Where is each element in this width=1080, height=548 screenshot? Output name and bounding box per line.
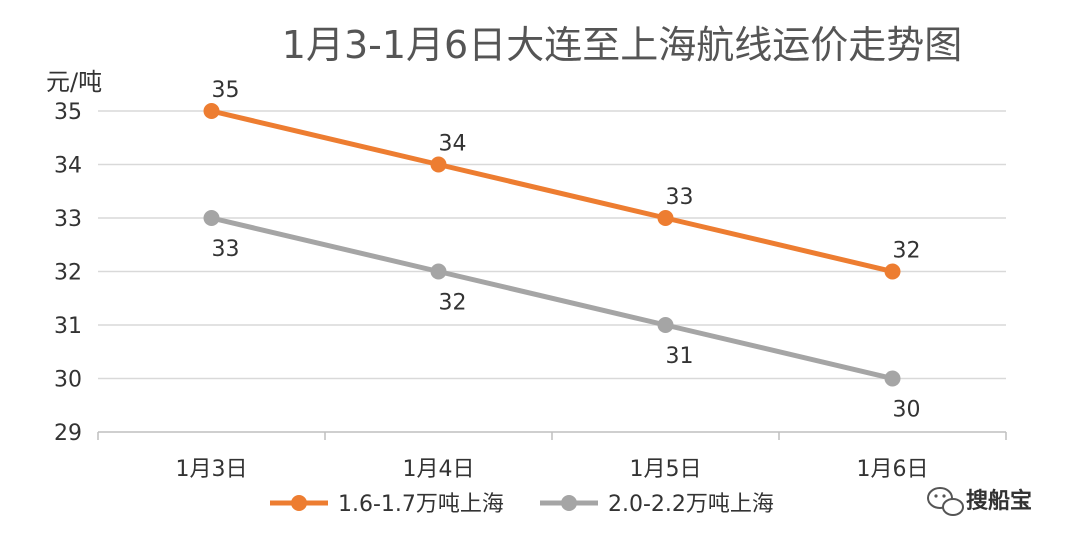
series-line [209, 215, 895, 381]
data-point [203, 210, 220, 226]
legend-item-2: 2.0-2.2万吨上海 [540, 492, 774, 517]
data-label: 30 [893, 398, 921, 423]
data-label: 31 [666, 344, 694, 369]
x-tick-label: 1月6日 [857, 457, 929, 482]
x-tick-label: 1月4日 [403, 457, 475, 482]
y-tick-label: 33 [54, 207, 82, 232]
data-point [657, 210, 674, 226]
legend-swatch-marker [291, 495, 307, 511]
watermark-right: 搜船宝 [927, 487, 1032, 516]
data-point [657, 317, 674, 333]
data-point [430, 263, 447, 280]
y-tick-label: 35 [54, 100, 82, 125]
series-1: 35 34 33 32 [203, 78, 921, 280]
wechat-icon [927, 487, 964, 516]
series-layer: 35 34 33 32 33 32 31 30 [203, 78, 921, 423]
series-line [209, 108, 895, 274]
data-label: 33 [666, 185, 694, 210]
chart-title: 1月3-1月6日大连至上海航线运价走势图 [282, 23, 962, 67]
y-axis-ticks: 29 30 31 32 33 34 35 [54, 100, 82, 446]
data-point [884, 370, 901, 387]
gridlines [98, 110, 1006, 380]
data-label: 32 [439, 291, 467, 316]
y-tick-label: 31 [54, 314, 82, 339]
watermark-left: 大数跨境 [11, 516, 130, 540]
legend-label: 2.0-2.2万吨上海 [608, 492, 774, 517]
y-tick-label: 34 [54, 154, 82, 179]
data-label: 35 [212, 78, 240, 103]
legend-label: 1.6-1.7万吨上海 [338, 492, 504, 517]
x-tick-label: 1月5日 [630, 457, 702, 482]
legend-item-1: 1.6-1.7万吨上海 [270, 492, 504, 517]
data-point [203, 103, 220, 119]
legend-swatch-marker [561, 495, 577, 511]
data-point [884, 263, 901, 280]
y-tick-label: 29 [54, 421, 82, 446]
y-tick-label: 30 [54, 368, 82, 393]
x-axis: 1月3日 1月4日 1月5日 1月6日 [97, 431, 1007, 482]
y-axis-label: 元/吨 [46, 68, 102, 96]
watermark-right-text: 搜船宝 [966, 488, 1032, 514]
series-2: 33 32 31 30 [203, 210, 921, 423]
data-label: 34 [439, 132, 467, 157]
y-tick-label: 32 [54, 261, 82, 286]
data-label: 32 [893, 239, 921, 264]
weibo-icon [11, 517, 44, 537]
watermark-left-text: 大数跨境 [50, 516, 130, 540]
data-point [430, 156, 447, 173]
legend: 1.6-1.7万吨上海 2.0-2.2万吨上海 [270, 492, 774, 517]
x-tick-label: 1月3日 [176, 457, 248, 482]
data-label: 33 [212, 237, 240, 262]
